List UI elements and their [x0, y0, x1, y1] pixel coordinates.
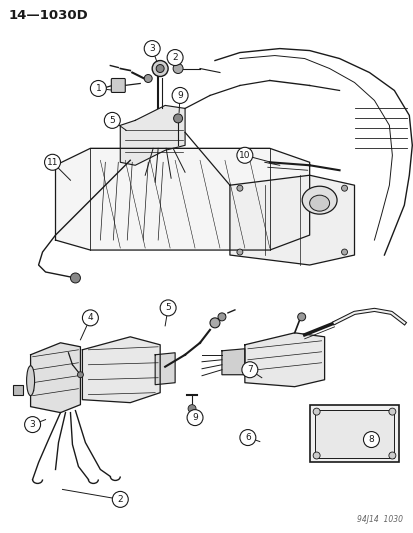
Circle shape [241, 362, 257, 378]
Polygon shape [120, 106, 185, 165]
Circle shape [144, 75, 152, 83]
Text: 3: 3 [149, 44, 155, 53]
Text: 9: 9 [192, 413, 197, 422]
Polygon shape [82, 337, 160, 402]
FancyBboxPatch shape [309, 405, 399, 463]
Circle shape [90, 80, 106, 96]
Text: 3: 3 [30, 420, 36, 429]
Text: 2: 2 [172, 53, 178, 62]
Circle shape [167, 50, 183, 66]
Circle shape [209, 318, 219, 328]
Ellipse shape [301, 186, 336, 214]
Text: 1: 1 [95, 84, 101, 93]
Circle shape [236, 147, 252, 163]
Circle shape [156, 64, 164, 72]
Circle shape [24, 417, 40, 433]
Polygon shape [229, 175, 354, 265]
Circle shape [77, 372, 83, 378]
Circle shape [341, 249, 347, 255]
Polygon shape [31, 343, 80, 413]
Circle shape [388, 408, 395, 415]
Circle shape [70, 273, 80, 283]
Polygon shape [221, 349, 244, 375]
Polygon shape [155, 353, 175, 385]
Circle shape [239, 430, 255, 446]
Text: 2: 2 [117, 495, 123, 504]
Circle shape [112, 491, 128, 507]
Circle shape [173, 63, 183, 74]
Text: 5: 5 [165, 303, 171, 312]
Circle shape [312, 452, 319, 459]
Circle shape [152, 61, 168, 77]
FancyBboxPatch shape [13, 385, 23, 394]
Circle shape [173, 114, 182, 123]
Circle shape [236, 185, 242, 191]
Circle shape [160, 300, 176, 316]
Circle shape [363, 432, 378, 448]
Circle shape [236, 249, 242, 255]
Circle shape [297, 313, 305, 321]
Circle shape [82, 310, 98, 326]
Text: 14—1030D: 14—1030D [9, 9, 88, 22]
Circle shape [188, 405, 196, 413]
Ellipse shape [309, 195, 329, 211]
Ellipse shape [26, 366, 35, 395]
Text: 8: 8 [368, 435, 373, 444]
Text: 9: 9 [177, 91, 183, 100]
Text: 10: 10 [239, 151, 250, 160]
Circle shape [187, 410, 202, 425]
Polygon shape [244, 333, 324, 386]
Text: 4: 4 [88, 313, 93, 322]
Circle shape [172, 87, 188, 103]
Polygon shape [55, 148, 309, 250]
Circle shape [104, 112, 120, 128]
Circle shape [45, 154, 60, 170]
Circle shape [144, 41, 160, 56]
FancyBboxPatch shape [314, 410, 394, 457]
Circle shape [217, 313, 225, 321]
Text: 11: 11 [47, 158, 58, 167]
Circle shape [341, 185, 347, 191]
Circle shape [388, 452, 395, 459]
Text: 6: 6 [244, 433, 250, 442]
Text: 5: 5 [109, 116, 115, 125]
Text: 94J14  1030: 94J14 1030 [356, 515, 402, 524]
Text: 7: 7 [247, 365, 252, 374]
Circle shape [312, 408, 319, 415]
FancyBboxPatch shape [111, 78, 125, 92]
